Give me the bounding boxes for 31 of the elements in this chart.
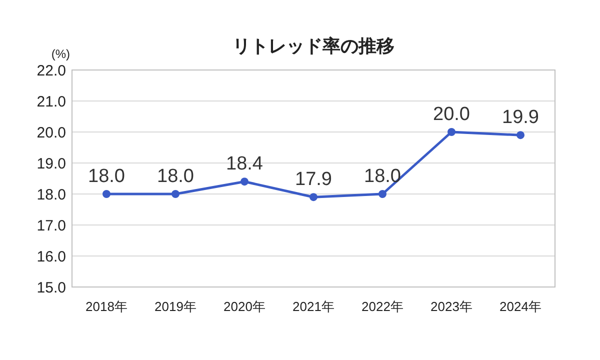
y-axis-title: (%): [51, 47, 70, 61]
point: [102, 190, 110, 198]
point: [378, 190, 386, 198]
chart-title: リトレッド率の推移: [232, 36, 394, 56]
y-tick-label: 18.0: [36, 186, 66, 204]
x-tick-label: 2018年: [86, 299, 128, 314]
point: [516, 131, 524, 140]
y-tick-label: 22.0: [36, 62, 66, 80]
text: 19.9: [502, 107, 539, 128]
point: [240, 178, 248, 186]
y-tick-label: 21.0: [36, 93, 66, 110]
text: 17.9: [295, 169, 332, 190]
y-tick-label: 19.0: [36, 155, 66, 172]
text: 18.4: [226, 154, 263, 175]
x-tick-label: 2020年: [224, 299, 266, 314]
x-tick-label: 2024年: [500, 299, 542, 314]
text: 18.0: [157, 166, 194, 187]
x-tick-label: 2022年: [362, 299, 404, 314]
y-tick-label: 15.0: [36, 279, 66, 296]
point: [310, 193, 318, 202]
text: 20.0: [433, 104, 470, 125]
x-tick-label: 2021年: [292, 299, 334, 314]
y-tick-label: 17.0: [36, 217, 66, 234]
y-tick-label: 20.0: [36, 124, 66, 142]
y-tick-label: 16.0: [36, 248, 66, 266]
text: 18.0: [364, 166, 401, 187]
point: [448, 128, 456, 136]
x-tick-label: 2019年: [154, 299, 196, 314]
x-tick-label: 2023年: [430, 299, 472, 314]
point: [172, 190, 180, 198]
text: 18.0: [88, 166, 125, 187]
